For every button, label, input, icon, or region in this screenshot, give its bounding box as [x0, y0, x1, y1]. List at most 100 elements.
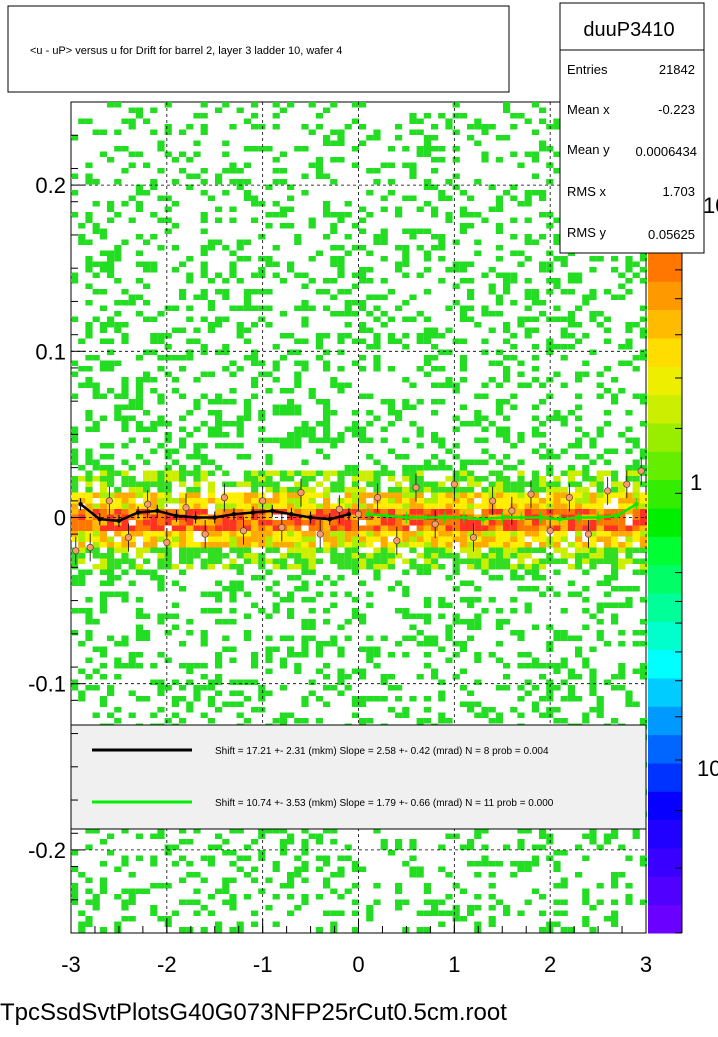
heat-cell [272, 360, 280, 366]
heat-cell [387, 399, 395, 405]
heat-cell [229, 421, 237, 427]
heat-cell [481, 129, 489, 135]
heat-cell [323, 234, 331, 240]
heat-cell [344, 558, 352, 564]
heat-cell [611, 531, 619, 537]
heat-cell [611, 492, 619, 498]
palette-cell [648, 791, 682, 821]
heat-cell [279, 179, 287, 185]
heat-cell [359, 140, 367, 146]
heat-cell [423, 256, 431, 262]
heat-cell [431, 327, 439, 333]
heat-cell [531, 448, 539, 454]
heat-cell [618, 492, 626, 498]
heat-cell [539, 828, 547, 834]
heat-cell [524, 866, 532, 872]
legend-entry-green: Shift = 10.74 +- 3.53 (mkm) Slope = 1.79… [215, 798, 554, 809]
heat-cell [135, 696, 143, 702]
heat-cell [467, 910, 475, 916]
heat-cell [517, 696, 525, 702]
heat-cell [481, 437, 489, 443]
heat-cell [423, 927, 431, 933]
heat-cell [236, 520, 244, 526]
heat-cell [85, 300, 93, 306]
heat-cell [366, 564, 374, 570]
heat-cell [78, 608, 86, 614]
heat-cell [517, 322, 525, 328]
heat-cell [625, 553, 633, 559]
heat-cell [200, 630, 208, 636]
heat-cell [467, 701, 475, 707]
heat-cell [395, 608, 403, 614]
heat-cell [287, 646, 295, 652]
heat-cell [503, 498, 511, 504]
heat-cell [510, 124, 518, 130]
heat-cell [222, 140, 230, 146]
heat-cell [539, 575, 547, 581]
heat-cell [128, 536, 136, 542]
heat-cell [575, 531, 583, 537]
heat-cell [517, 201, 525, 207]
heat-cell [323, 520, 331, 526]
heat-cell [560, 558, 568, 564]
heat-cell [272, 157, 280, 163]
heat-cell [539, 300, 547, 306]
heat-cell [207, 498, 215, 504]
heat-cell [186, 542, 194, 548]
heat-cell [495, 300, 503, 306]
heat-cell [524, 828, 532, 834]
heat-cell [495, 470, 503, 476]
heat-cell [179, 536, 187, 542]
heat-cell [171, 536, 179, 542]
heat-cell [222, 899, 230, 905]
heat-cell [467, 278, 475, 284]
heat-cell [135, 250, 143, 256]
heat-cell [315, 927, 323, 933]
heat-cell [387, 366, 395, 372]
heat-cell [531, 426, 539, 432]
heat-cell [330, 553, 338, 559]
heat-cell [85, 261, 93, 267]
heat-cell [380, 564, 388, 570]
heat-cell [402, 558, 410, 564]
heat-cell [452, 910, 460, 916]
heat-cell [625, 492, 633, 498]
heat-cell [207, 701, 215, 707]
heat-cell [229, 261, 237, 267]
heat-cell [467, 492, 475, 498]
heat-cell [431, 399, 439, 405]
heat-cell [351, 531, 359, 537]
heat-cell [539, 267, 547, 273]
heat-cell [179, 492, 187, 498]
heat-cell [71, 492, 79, 498]
x-tick-label: 2 [544, 952, 556, 977]
heat-cell [373, 316, 381, 322]
scatter-marker [431, 520, 439, 528]
heat-cell [236, 547, 244, 553]
heat-cell [279, 542, 287, 548]
heat-cell [258, 437, 266, 443]
heat-cell [272, 124, 280, 130]
heat-cell [452, 102, 460, 108]
heat-cell [351, 311, 359, 317]
heat-cell [330, 536, 338, 542]
heat-cell [337, 910, 345, 916]
heat-cell [632, 322, 640, 328]
heat-cell [567, 333, 575, 339]
heat-cell [351, 668, 359, 674]
heat-cell [524, 289, 532, 295]
heat-cell [272, 547, 280, 553]
heat-cell [308, 305, 316, 311]
heat-cell [92, 426, 100, 432]
heat-cell [495, 223, 503, 229]
heat-cell [524, 201, 532, 207]
heat-cell [301, 866, 309, 872]
heat-cell [215, 426, 223, 432]
heat-cell [251, 393, 259, 399]
heat-cell [373, 355, 381, 361]
heat-cell [366, 514, 374, 520]
heat-cell [351, 712, 359, 718]
heat-cell [251, 575, 259, 581]
heat-cell [337, 289, 345, 295]
heat-cell [416, 509, 424, 515]
